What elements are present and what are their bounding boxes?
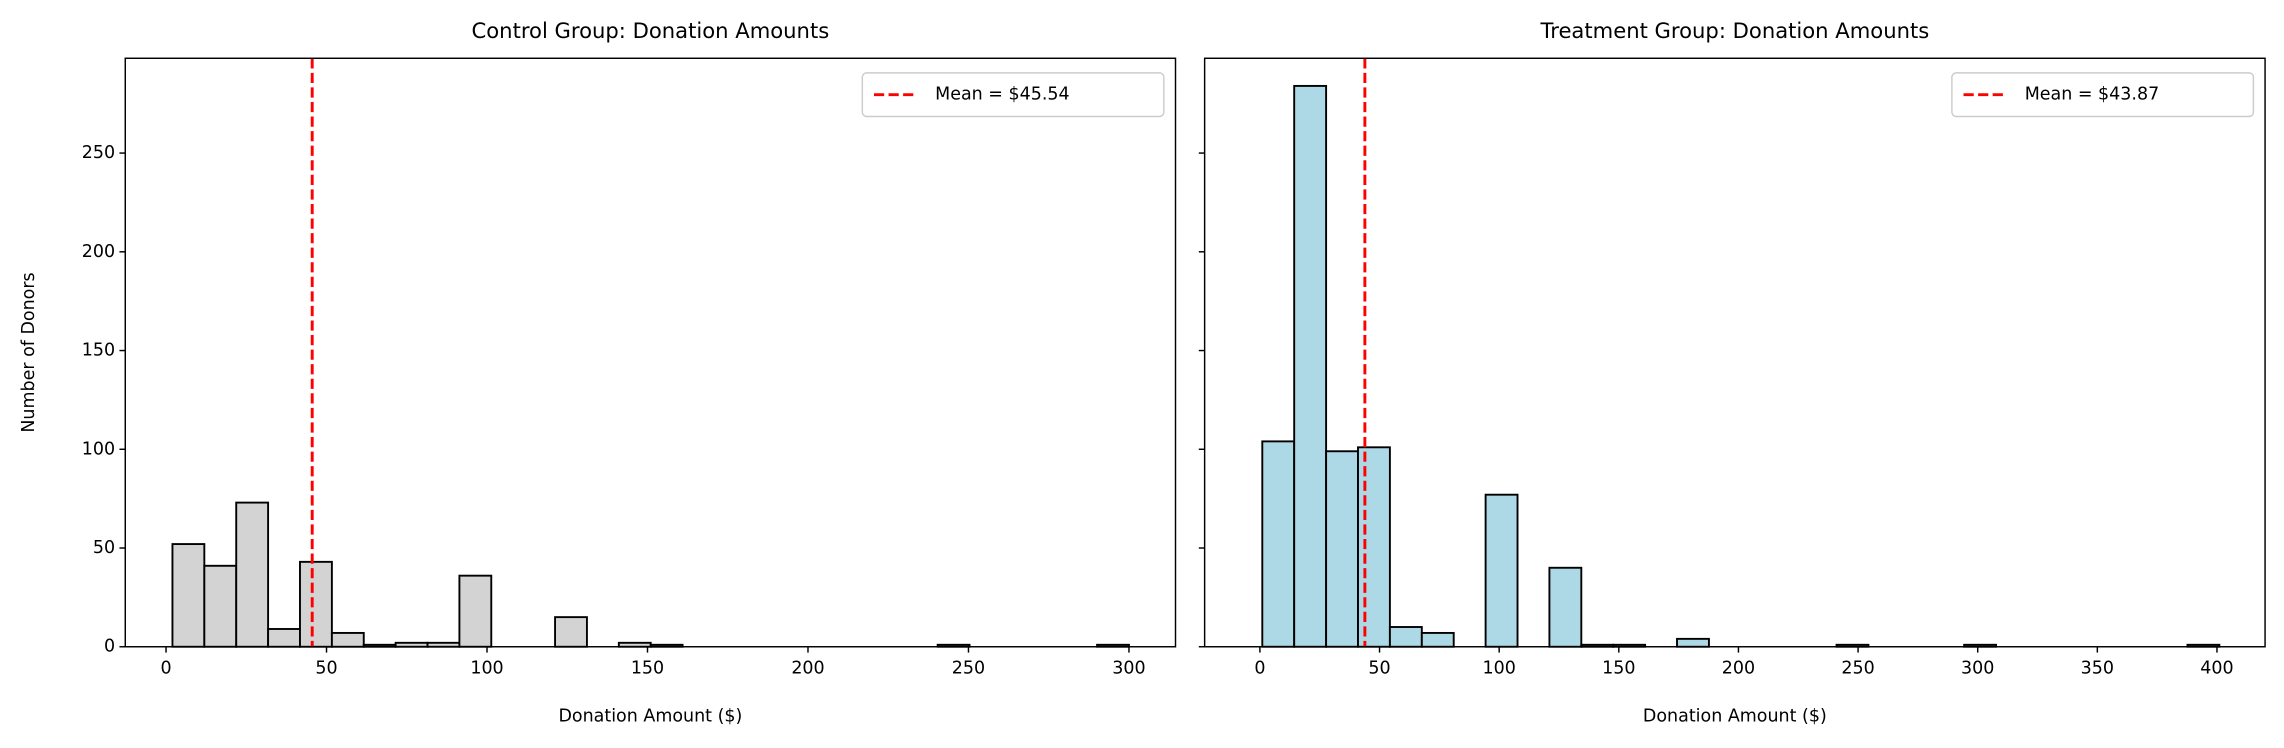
histogram-bar [1325,450,1359,648]
plot-frame [124,57,1177,648]
histogram-bar [1484,493,1519,648]
legend: Mean = $45.54 [861,72,1165,118]
x-tick-label: 100 [470,659,503,679]
x-tick-label: 200 [1722,659,1755,679]
x-tick-label: 50 [315,659,337,679]
x-tick-label: 400 [2200,659,2233,679]
x-tick-label: 350 [2081,659,2114,679]
legend-box [1951,72,2255,118]
histogram-bar [1293,84,1328,648]
x-axis-label: Donation Amount ($) [1643,707,1827,727]
histogram-bar [1676,637,1710,648]
x-tick-label: 250 [952,659,985,679]
legend-label: Mean = $43.87 [2025,85,2159,105]
x-tick-label: 150 [1602,659,1635,679]
y-tick-label: 250 [82,143,115,163]
subplot-title: Treatment Group: Donation Amounts [1539,18,1929,43]
x-axis-label: Donation Amount ($) [558,707,742,727]
subplot: Treatment Group: Donation Amounts Donatio… [1198,18,2266,727]
histogram-bar [330,631,365,648]
x-tick-label: 100 [1483,659,1516,679]
y-tick-label: 200 [82,242,115,262]
legend-box [861,72,1165,118]
subplot: Control Group: Donation Amounts Donation … [19,18,1177,727]
histogram-bar [554,616,588,648]
x-tick-label: 300 [1112,659,1145,679]
y-axis-label: Number of Donors [19,272,39,432]
x-tick-label: 0 [1254,659,1265,679]
histogram-bar [458,574,493,648]
histogram-bar [299,560,333,648]
y-tick-label: 100 [82,439,115,459]
histogram-bar [267,628,301,648]
histogram-bar [235,501,270,648]
legend-label: Mean = $45.54 [935,85,1069,105]
histogram-bar [1357,446,1391,648]
y-tick-label: 150 [82,341,115,361]
histogram-bar [1548,566,1583,648]
y-tick-label: 50 [93,538,115,558]
y-tick-label: 0 [104,637,115,657]
x-tick-label: 250 [1841,659,1874,679]
plot-frame [1203,57,2266,648]
histogram-bar [1388,626,1423,648]
x-tick-label: 0 [160,659,171,679]
histogram-bar [171,543,206,648]
x-tick-label: 50 [1368,659,1390,679]
x-tick-label: 200 [791,659,824,679]
subplot-title: Control Group: Donation Amounts [472,18,830,43]
x-tick-label: 150 [631,659,664,679]
histogram-bar [1420,631,1455,648]
histogram-bar [1261,440,1296,648]
histogram-bar [203,564,238,648]
x-tick-label: 300 [1961,659,1994,679]
legend: Mean = $43.87 [1951,72,2255,118]
